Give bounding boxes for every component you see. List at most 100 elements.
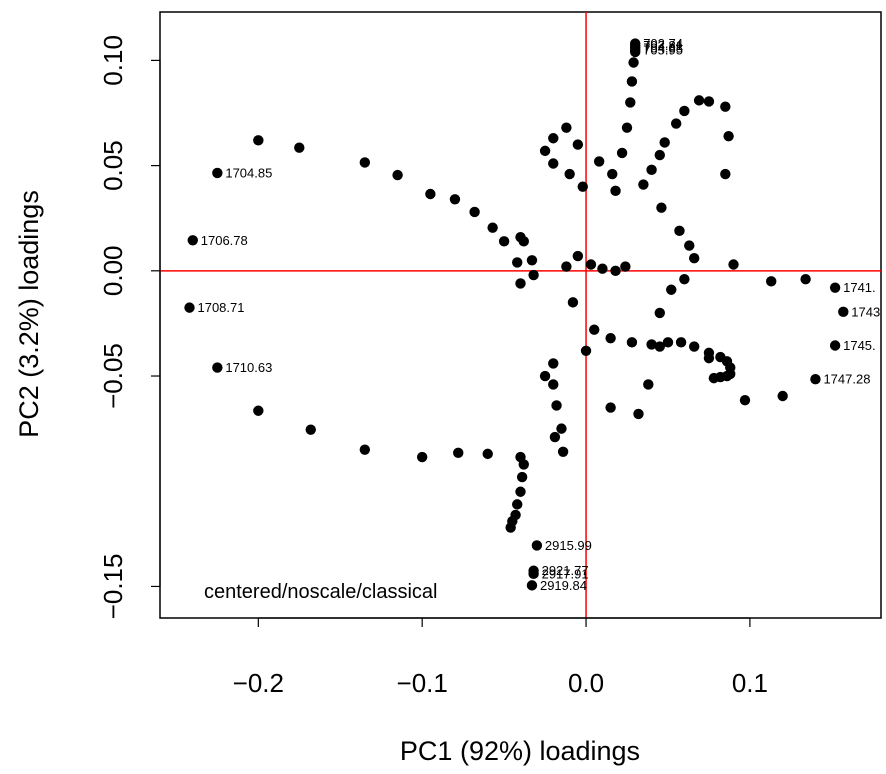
- x-tick-label: 0.0: [568, 668, 604, 698]
- data-point: [643, 379, 654, 390]
- data-point: [549, 431, 561, 443]
- data-point: [515, 486, 526, 497]
- data-point: [646, 339, 657, 350]
- data-point: [572, 139, 584, 150]
- data-point: [621, 122, 633, 133]
- y-tick-label: 0.05: [98, 140, 128, 191]
- data-point: [703, 96, 715, 107]
- data-point: [359, 444, 371, 455]
- data-point: [628, 57, 639, 68]
- point-label: 1745.: [843, 338, 876, 353]
- point-label: 1710.63: [225, 360, 272, 375]
- data-point: [253, 405, 264, 416]
- point-labels: 1704.85 1706.78 1708.71 1710.63 1741. 1743 174…: [197, 36, 880, 593]
- y-axis-title: PC2 (3.2%) loadings: [14, 190, 44, 438]
- data-point: [187, 235, 198, 246]
- data-point: [515, 278, 526, 289]
- data-point: [720, 168, 731, 180]
- point-label: 1708.71: [197, 300, 244, 315]
- data-point: [626, 337, 638, 348]
- data-point: [498, 236, 510, 247]
- y-tick-label: 0.00: [98, 246, 128, 297]
- y-axis: −0.15 −0.05 0.00 0.05 0.10: [98, 35, 161, 620]
- data-point: [531, 540, 543, 551]
- data-point: [684, 240, 695, 251]
- point-label: 1741.: [843, 280, 876, 295]
- data-point: [449, 194, 461, 205]
- x-axis-title: PC1 (92%) loadings: [400, 736, 640, 766]
- data-point: [557, 446, 569, 457]
- data-point: [392, 169, 403, 181]
- data-point: [610, 185, 621, 197]
- point-label: 2921.77: [542, 563, 589, 578]
- x-tick-label: 0.1: [732, 668, 768, 698]
- data-point: [593, 156, 605, 167]
- data-point: [482, 448, 493, 460]
- x-tick-label: −0.2: [233, 668, 284, 698]
- data-points: [184, 38, 849, 591]
- data-point: [585, 259, 597, 270]
- data-point: [625, 97, 636, 108]
- data-point: [679, 274, 690, 285]
- data-point: [638, 179, 649, 190]
- data-point: [564, 168, 575, 180]
- data-point: [589, 324, 600, 335]
- data-point: [528, 269, 539, 281]
- data-point: [516, 471, 528, 483]
- data-point: [512, 257, 523, 268]
- point-label: 703.81: [643, 38, 683, 53]
- data-point: [512, 499, 523, 510]
- data-point: [505, 522, 516, 533]
- data-point: [607, 168, 618, 180]
- point-label: 702.74: [643, 36, 683, 51]
- data-point: [539, 370, 551, 382]
- data-point: [670, 118, 682, 129]
- data-point: [674, 225, 685, 237]
- data-point: [551, 400, 562, 411]
- data-point: [605, 332, 616, 344]
- data-point: [212, 167, 223, 179]
- data-point: [728, 259, 739, 270]
- data-point: [800, 274, 811, 285]
- point-label: 2919.84: [540, 578, 587, 593]
- data-point: [675, 337, 687, 348]
- data-point: [656, 202, 667, 213]
- data-point: [294, 142, 305, 153]
- data-point: [359, 157, 371, 168]
- point-label: 704.88: [643, 40, 683, 55]
- x-axis: −0.2 −0.1 0.0 0.1: [233, 617, 768, 698]
- data-point: [577, 181, 588, 192]
- data-point: [526, 580, 538, 591]
- data-point: [580, 345, 592, 356]
- data-point: [518, 236, 529, 247]
- y-tick-label: 0.10: [98, 35, 128, 86]
- data-point: [659, 137, 670, 148]
- data-point: [548, 358, 559, 369]
- data-point: [548, 133, 559, 144]
- data-point: [539, 145, 551, 157]
- data-point: [662, 337, 674, 348]
- y-tick-label: −0.05: [98, 343, 128, 409]
- data-point: [212, 362, 223, 373]
- y-tick-label: −0.15: [98, 554, 128, 620]
- data-point: [610, 265, 621, 277]
- reference-lines: [160, 12, 881, 618]
- data-point: [528, 568, 539, 580]
- point-label: 1743: [851, 304, 880, 319]
- data-point: [567, 297, 579, 308]
- data-point: [597, 263, 608, 274]
- data-point: [654, 307, 665, 319]
- data-point: [688, 252, 700, 264]
- point-label: 2915.99: [545, 538, 592, 553]
- data-point: [829, 340, 841, 351]
- data-point: [829, 282, 841, 293]
- data-point: [720, 101, 731, 112]
- data-point: [620, 261, 631, 272]
- data-point: [605, 402, 616, 413]
- point-label: 1747.28: [823, 372, 870, 387]
- data-point: [616, 147, 628, 159]
- data-point: [518, 459, 529, 470]
- data-point: [453, 447, 464, 459]
- data-point: [561, 261, 572, 272]
- data-point: [688, 341, 700, 352]
